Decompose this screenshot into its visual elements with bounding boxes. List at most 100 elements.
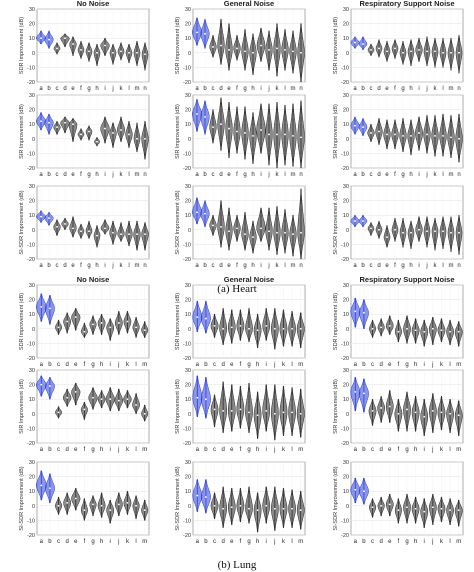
panel-title: No Noise (77, 275, 110, 284)
panel-title: General Noise (224, 0, 274, 8)
violin-median-e (228, 48, 230, 51)
x-tick-label: c (371, 539, 374, 545)
y-tick-label: 0 (346, 228, 349, 234)
violin-median-l (135, 504, 137, 507)
x-tick-label: m (291, 86, 296, 92)
y-tick-label: 30 (185, 460, 191, 466)
y-tick-label: -10 (183, 426, 191, 432)
violin-median-a (354, 310, 357, 313)
x-tick-label: b (204, 447, 208, 453)
violin-median-l (291, 327, 293, 330)
x-tick-label: e (230, 447, 234, 453)
x-tick-label: d (377, 172, 380, 178)
x-tick-label: j (117, 362, 119, 368)
violin-median-b (363, 311, 365, 314)
x-tick-label: h (256, 539, 259, 545)
violin-median-i (104, 127, 106, 130)
y-tick-label: 10 (185, 122, 191, 128)
violin-median-m (136, 51, 138, 54)
y-tick-label: 0 (188, 327, 191, 333)
violin-median-d (222, 409, 225, 412)
x-tick-label: c (212, 263, 215, 269)
violin-median-j (112, 132, 114, 134)
x-tick-label: d (63, 263, 66, 269)
x-tick-label: n (457, 263, 460, 269)
violin-median-c (56, 47, 58, 50)
panel-lung-r1-c1: -20 -10 0 10 20 30 a b c d e f g h i j k l m SIR Improvemen… (175, 368, 306, 453)
panel-lung-r0-c2: Respiratory Support Noise -20 -10 0 10 20 30 a b… (333, 275, 464, 368)
violin-median-k (440, 329, 443, 332)
x-tick-label: n (143, 86, 146, 92)
x-tick-label: k (282, 447, 286, 453)
violin-median-n (144, 137, 146, 140)
y-tick-label: 20 (343, 108, 349, 114)
y-tick-label: 30 (343, 7, 349, 13)
x-tick-label: f (236, 263, 238, 269)
violin-median-l (135, 326, 137, 329)
x-tick-label: g (405, 362, 408, 368)
violin-median-a (40, 383, 43, 386)
x-tick-label: d (379, 539, 382, 545)
x-tick-label: k (440, 362, 444, 368)
x-tick-label: c (213, 362, 216, 368)
violin-median-b (205, 496, 207, 498)
x-tick-label: f (80, 86, 82, 92)
violin-median-k (434, 50, 436, 53)
violin-median-l (442, 230, 444, 233)
violin-median-c (212, 46, 214, 48)
y-axis-label: SI-SDR Improvement (dB) (333, 466, 339, 530)
panel-heart-r2-c0: -20 -10 0 10 20 30 a b c d e f g h i j k l m n SI-SDR Improv… (19, 184, 150, 269)
y-tick-label: -10 (27, 65, 35, 71)
x-tick-label: i (260, 172, 261, 178)
y-tick-label: -20 (183, 257, 191, 263)
x-tick-label: e (227, 86, 231, 92)
x-tick-label: d (219, 86, 222, 92)
x-tick-label: j (111, 172, 113, 178)
violin-median-k (440, 507, 443, 510)
x-tick-label: i (110, 539, 111, 545)
panel-lung-r2-c0: -20 -10 0 10 20 30 a b c d e f g h i j k l m SI-SDR Improve… (19, 460, 150, 545)
violin-median-h (252, 51, 254, 54)
x-tick-label: e (385, 172, 389, 178)
violin-median-l (135, 404, 137, 406)
violin-median-j (426, 133, 428, 136)
x-tick-label: a (354, 539, 358, 545)
violin-median-f (239, 504, 242, 507)
violin-median-e (72, 123, 74, 126)
violin-median-e (388, 503, 391, 506)
x-tick-label: l (284, 263, 285, 269)
plot-frame (36, 185, 150, 260)
y-tick-label: 10 (29, 489, 35, 495)
y-tick-label: -20 (27, 166, 35, 172)
x-tick-label: m (456, 539, 461, 545)
x-tick-label: h (256, 362, 259, 368)
x-tick-label: f (84, 362, 86, 368)
x-tick-label: d (377, 86, 380, 92)
violin-median-g (406, 408, 408, 411)
violin-median-a (196, 113, 198, 115)
violin-median-k (282, 507, 285, 510)
x-tick-label: g (91, 447, 94, 453)
y-tick-label: 10 (185, 489, 191, 495)
violin-median-j (431, 409, 434, 412)
violin-median-l (449, 412, 451, 415)
y-tick-label: 20 (343, 199, 349, 205)
x-tick-label: k (440, 539, 444, 545)
violin-median-a (196, 316, 199, 319)
y-tick-label: 30 (29, 283, 35, 289)
violin-median-f (397, 412, 400, 415)
x-tick-label: c (56, 172, 59, 178)
violin-median-f (239, 324, 242, 327)
x-tick-label: l (284, 86, 285, 92)
violin-median-b (205, 398, 207, 401)
violin-median-n (144, 233, 146, 236)
x-tick-label: a (40, 539, 44, 545)
x-tick-label: c (370, 172, 373, 178)
violin-median-h (100, 504, 103, 507)
x-tick-label: c (57, 447, 60, 453)
y-tick-label: 0 (32, 137, 35, 143)
x-tick-label: m (449, 172, 454, 178)
x-tick-label: n (299, 172, 302, 178)
violin-median-h (256, 509, 259, 512)
